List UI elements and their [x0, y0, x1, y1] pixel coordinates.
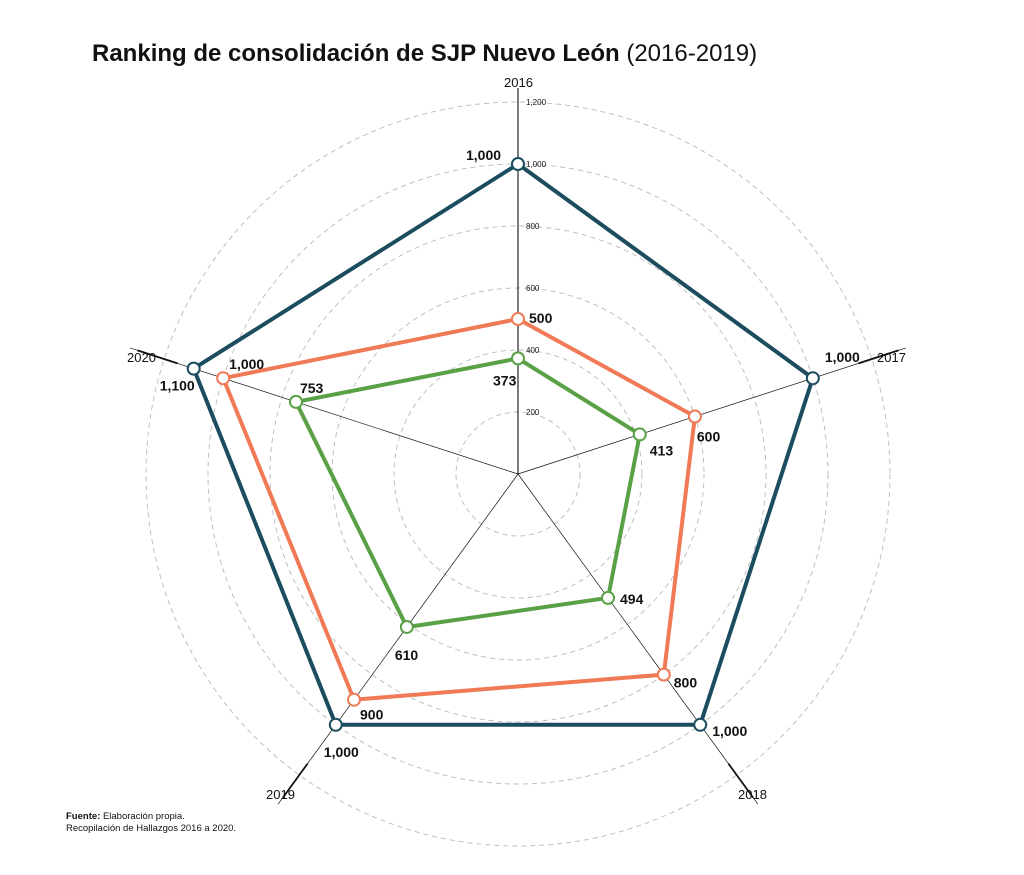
source-text: Elaboración propia.	[102, 811, 185, 822]
source-label: Fuente:	[66, 811, 101, 822]
axis-labels: 2016 2017 2018 2019 2020	[127, 75, 906, 802]
value-label-s1-2020: 1,100	[160, 378, 195, 394]
series-3-point-2018	[601, 590, 616, 605]
series-2-point-2017	[687, 409, 702, 424]
value-label-s3-2020: 753	[300, 380, 324, 396]
series-3-point-2016	[511, 351, 525, 366]
series-1-point-2018	[693, 717, 708, 732]
series-3-point-2020	[288, 394, 303, 409]
axis-line-2019	[277, 473, 519, 805]
chart-title-main: Ranking de consolidación de SJP Nuevo Le…	[92, 40, 620, 67]
grid-ring-2	[393, 349, 643, 599]
axis-label-2019: 2019	[266, 787, 295, 802]
series-3-polygon	[293, 356, 643, 630]
radial-ticks: 200 400 600 800 1,000 1,200	[526, 98, 547, 417]
grid-ring-6	[145, 101, 891, 847]
tick-label-4: 800	[526, 222, 540, 231]
value-label-s3-2019: 610	[395, 647, 419, 663]
axis-label-2018: 2018	[738, 787, 767, 802]
series-polygons	[191, 161, 816, 727]
source-line-2: Recopilación de Hallazgos 2016 a 2020.	[66, 823, 237, 834]
series-1-point-2020	[186, 361, 201, 376]
value-label-s2-2018: 800	[674, 675, 698, 691]
value-label-s2-2020: 1,000	[229, 356, 264, 372]
series-2-polygon	[220, 316, 698, 702]
series-points	[186, 157, 820, 732]
source-note: Fuente: Elaboración propia. Recopilación…	[66, 811, 236, 835]
value-label-s1-2019: 1,000	[324, 744, 359, 760]
value-label-s3-2017: 413	[650, 442, 674, 458]
chart-title: Ranking de consolidación de SJP Nuevo Le…	[92, 40, 757, 68]
tick-label-2: 400	[526, 346, 540, 355]
axis-spokes	[129, 88, 907, 805]
tick-label-3: 600	[526, 284, 540, 293]
chart-title-years: (2016-2019)	[626, 40, 758, 67]
grid-ring-4	[269, 225, 767, 723]
tick-label-6: 1,200	[526, 98, 547, 107]
series-1-point-2016	[511, 157, 525, 171]
axis-end-2020	[137, 349, 178, 365]
axis-end-2019	[282, 763, 309, 799]
axis-label-2020: 2020	[127, 350, 156, 365]
axis-end-2018	[727, 763, 754, 799]
series-2-point-2019	[347, 692, 362, 707]
axis-label-2017: 2017	[877, 350, 906, 365]
series-2-point-2020	[216, 371, 231, 386]
series-1-point-2017	[805, 371, 820, 386]
series-1-point-2019	[328, 717, 343, 732]
axis-label-2016: 2016	[504, 75, 533, 90]
axis-line-2018	[517, 473, 759, 805]
series-2-point-2016	[511, 312, 525, 326]
value-label-s1-2018: 1,000	[712, 723, 747, 739]
value-label-s3-2018: 494	[620, 591, 644, 607]
tick-label-5: 1,000	[526, 160, 547, 169]
value-label-s3-2016: 373	[493, 372, 517, 388]
value-label-s1-2016: 1,000	[466, 147, 501, 163]
value-label-s2-2017: 600	[697, 429, 721, 445]
axis-line-2017	[517, 347, 907, 475]
value-label-s2-2019: 900	[360, 707, 384, 723]
series-3-point-2017	[632, 427, 647, 442]
series-1-polygon	[191, 161, 816, 727]
value-label-s1-2017: 1,000	[825, 349, 860, 365]
tick-label-1: 200	[526, 408, 540, 417]
series-3-point-2019	[399, 619, 414, 634]
value-label-s2-2016: 500	[529, 310, 553, 326]
series-2-point-2018	[656, 667, 671, 682]
value-labels: 1,000 1,000 1,000 1,000 1,100 500 600 800 900 1,0…	[160, 147, 860, 760]
source-line-1: Fuente: Elaboración propia.	[66, 811, 236, 823]
axis-end-2017	[858, 349, 899, 365]
